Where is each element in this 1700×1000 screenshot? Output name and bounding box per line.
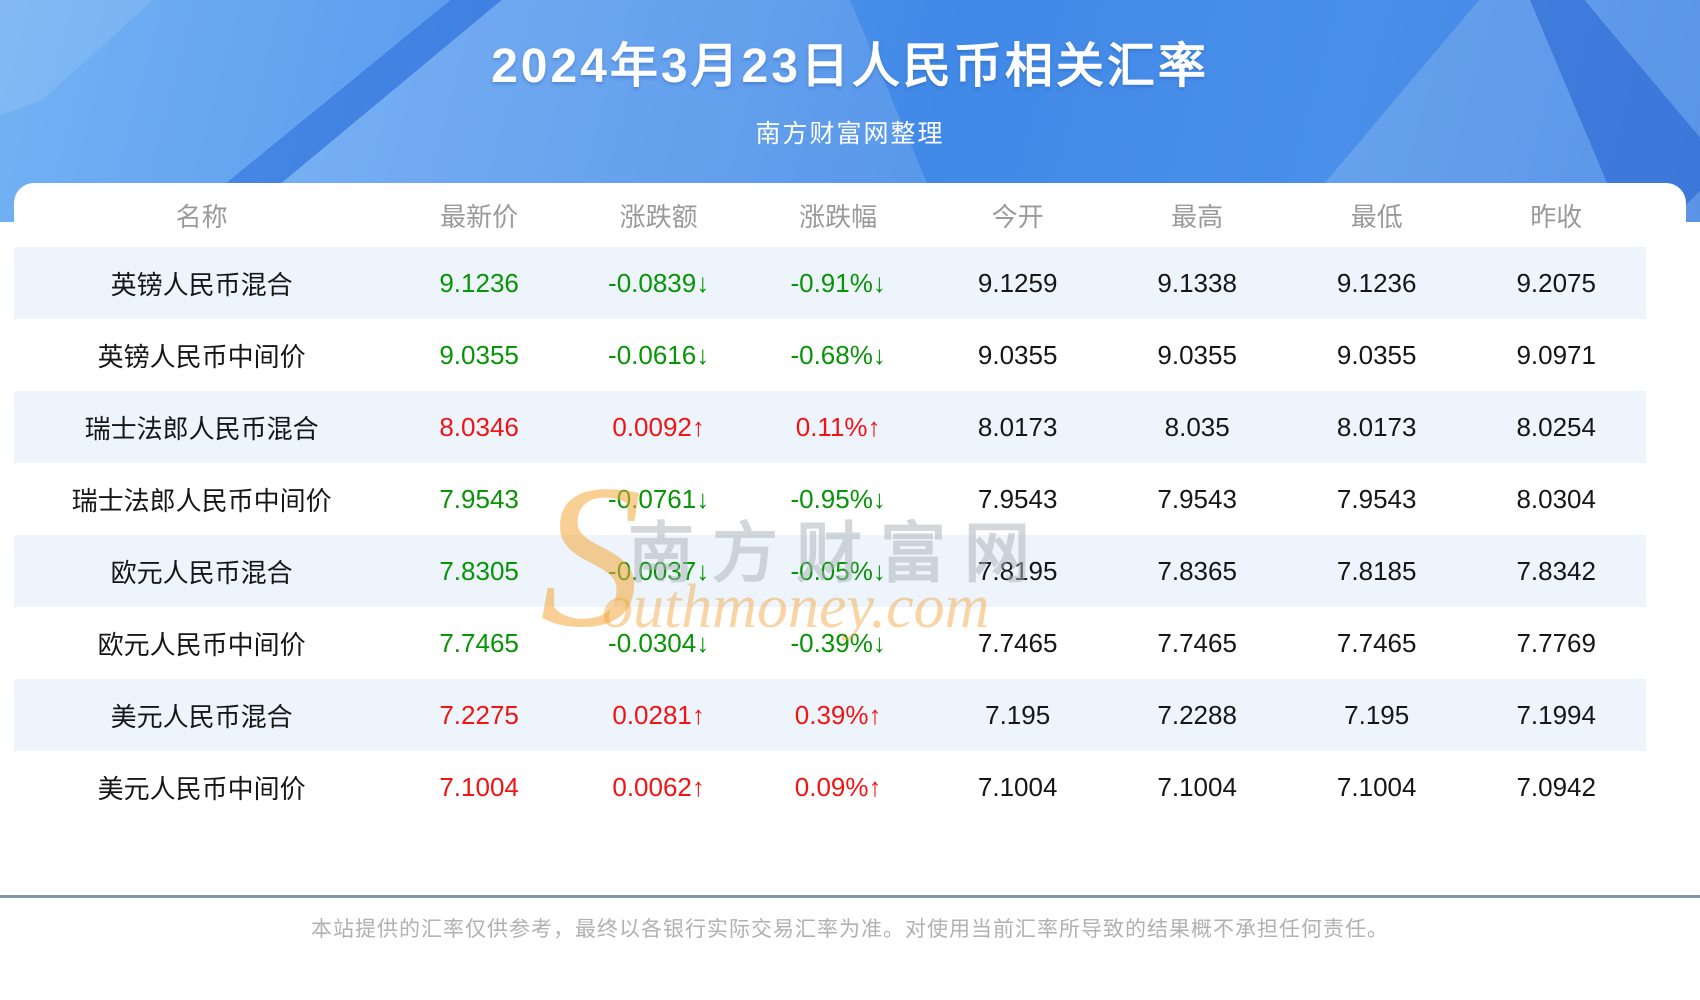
latest-price: 9.1236 xyxy=(439,267,519,298)
change-amount: -0.0304↓ xyxy=(608,627,710,658)
low-price: 9.1236 xyxy=(1336,267,1417,298)
currency-name: 英镑人民币中间价 xyxy=(97,341,306,372)
column-header-prev-close: 昨收 xyxy=(1530,201,1583,232)
currency-name: 美元人民币混合 xyxy=(110,701,293,732)
change-amount: -0.0037↓ xyxy=(608,555,710,586)
prev-close: 9.0971 xyxy=(1516,339,1596,370)
disclaimer-text: 本站提供的汇率仅供参考，最终以各银行实际交易汇率为准。对使用当前汇率所导致的结果… xyxy=(311,918,1389,941)
change-percent: 0.39%↑ xyxy=(794,699,882,730)
change-percent: -0.05%↓ xyxy=(790,555,886,586)
high-price: 7.1004 xyxy=(1157,771,1237,802)
change-percent: 0.09%↑ xyxy=(794,771,882,802)
low-price: 7.1004 xyxy=(1336,771,1417,802)
change-amount: 0.0062↑ xyxy=(612,771,705,802)
change-amount: 0.0092↑ xyxy=(612,411,705,442)
latest-price: 9.0355 xyxy=(439,339,519,370)
table-row: 美元人民币中间价 7.1004 0.0062↑ 0.09%↑ 7.1004 7.… xyxy=(14,751,1646,823)
latest-price: 7.8305 xyxy=(439,555,519,586)
table-row: 瑞士法郎人民币混合 8.0346 0.0092↑ 0.11%↑ 8.0173 8… xyxy=(14,391,1646,463)
table-header-row: 名称 最新价 涨跌额 涨跌幅 今开 最高 最低 昨收 xyxy=(14,183,1646,247)
column-header-name: 名称 xyxy=(175,201,228,232)
column-header-low: 最低 xyxy=(1350,201,1403,232)
table-row: 欧元人民币中间价 7.7465 -0.0304↓ -0.39%↓ 7.7465 … xyxy=(14,607,1646,679)
prev-close: 7.8342 xyxy=(1516,555,1596,586)
table-row: 瑞士法郎人民币中间价 7.9543 -0.0761↓ -0.95%↓ 7.954… xyxy=(14,463,1646,535)
currency-name: 欧元人民币中间价 xyxy=(97,629,306,660)
currency-name: 瑞士法郎人民币混合 xyxy=(84,413,319,444)
open-price: 9.0355 xyxy=(977,339,1058,370)
low-price: 7.9543 xyxy=(1336,483,1417,514)
change-amount: -0.0839↓ xyxy=(608,267,710,298)
page-title: 2024年3月23日人民币相关汇率 xyxy=(491,40,1209,93)
open-price: 7.195 xyxy=(985,699,1051,730)
prev-close: 9.2075 xyxy=(1516,267,1596,298)
change-percent: 0.11%↑ xyxy=(795,411,881,442)
low-price: 7.8185 xyxy=(1336,555,1417,586)
change-percent: -0.39%↓ xyxy=(790,627,886,658)
change-percent: -0.68%↓ xyxy=(790,339,886,370)
low-price: 8.0173 xyxy=(1336,411,1417,442)
high-price: 9.1338 xyxy=(1157,267,1237,298)
currency-name: 美元人民币中间价 xyxy=(97,773,306,804)
open-price: 7.8195 xyxy=(977,555,1058,586)
prev-close: 7.0942 xyxy=(1516,771,1596,802)
prev-close: 7.7769 xyxy=(1516,627,1596,658)
low-price: 7.7465 xyxy=(1336,627,1417,658)
change-percent: -0.95%↓ xyxy=(790,483,886,514)
change-percent: -0.91%↓ xyxy=(790,267,886,298)
low-price: 7.195 xyxy=(1344,699,1410,730)
table-row: 英镑人民币混合 9.1236 -0.0839↓ -0.91%↓ 9.1259 9… xyxy=(14,247,1646,319)
column-header-change-pct: 涨跌幅 xyxy=(799,201,878,232)
open-price: 7.7465 xyxy=(977,627,1058,658)
latest-price: 8.0346 xyxy=(439,411,519,442)
change-amount: -0.0761↓ xyxy=(608,483,710,514)
high-price: 7.2288 xyxy=(1157,699,1237,730)
latest-price: 7.2275 xyxy=(439,699,519,730)
column-header-change: 涨跌额 xyxy=(619,201,698,232)
column-header-open: 今开 xyxy=(991,201,1044,232)
table-row: 英镑人民币中间价 9.0355 -0.0616↓ -0.68%↓ 9.0355 … xyxy=(14,319,1646,391)
rates-table-card: 名称 最新价 涨跌额 涨跌幅 今开 最高 最低 昨收 英镑人民币混合 9.123… xyxy=(14,183,1686,823)
open-price: 8.0173 xyxy=(977,411,1058,442)
column-header-high: 最高 xyxy=(1171,201,1224,232)
column-header-latest: 最新价 xyxy=(440,201,519,232)
table-body: 英镑人民币混合 9.1236 -0.0839↓ -0.91%↓ 9.1259 9… xyxy=(14,247,1646,823)
footer-divider xyxy=(0,895,1700,898)
high-price: 9.0355 xyxy=(1157,339,1237,370)
low-price: 9.0355 xyxy=(1336,339,1417,370)
prev-close: 7.1994 xyxy=(1516,699,1596,730)
latest-price: 7.7465 xyxy=(439,627,519,658)
open-price: 7.1004 xyxy=(977,771,1058,802)
table-row: 美元人民币混合 7.2275 0.0281↑ 0.39%↑ 7.195 7.22… xyxy=(14,679,1646,751)
high-price: 7.7465 xyxy=(1157,627,1237,658)
high-price: 7.9543 xyxy=(1157,483,1237,514)
prev-close: 8.0304 xyxy=(1516,483,1596,514)
latest-price: 7.9543 xyxy=(439,483,519,514)
currency-name: 欧元人民币混合 xyxy=(110,557,293,588)
high-price: 8.035 xyxy=(1164,411,1230,442)
currency-name: 瑞士法郎人民币中间价 xyxy=(71,485,332,516)
open-price: 9.1259 xyxy=(977,267,1058,298)
prev-close: 8.0254 xyxy=(1516,411,1596,442)
high-price: 7.8365 xyxy=(1157,555,1237,586)
table-row: 欧元人民币混合 7.8305 -0.0037↓ -0.05%↓ 7.8195 7… xyxy=(14,535,1646,607)
latest-price: 7.1004 xyxy=(439,771,519,802)
open-price: 7.9543 xyxy=(977,483,1058,514)
page-subtitle: 南方财富网整理 xyxy=(755,120,945,148)
change-amount: -0.0616↓ xyxy=(608,339,710,370)
currency-name: 英镑人民币混合 xyxy=(110,269,293,300)
change-amount: 0.0281↑ xyxy=(612,699,705,730)
